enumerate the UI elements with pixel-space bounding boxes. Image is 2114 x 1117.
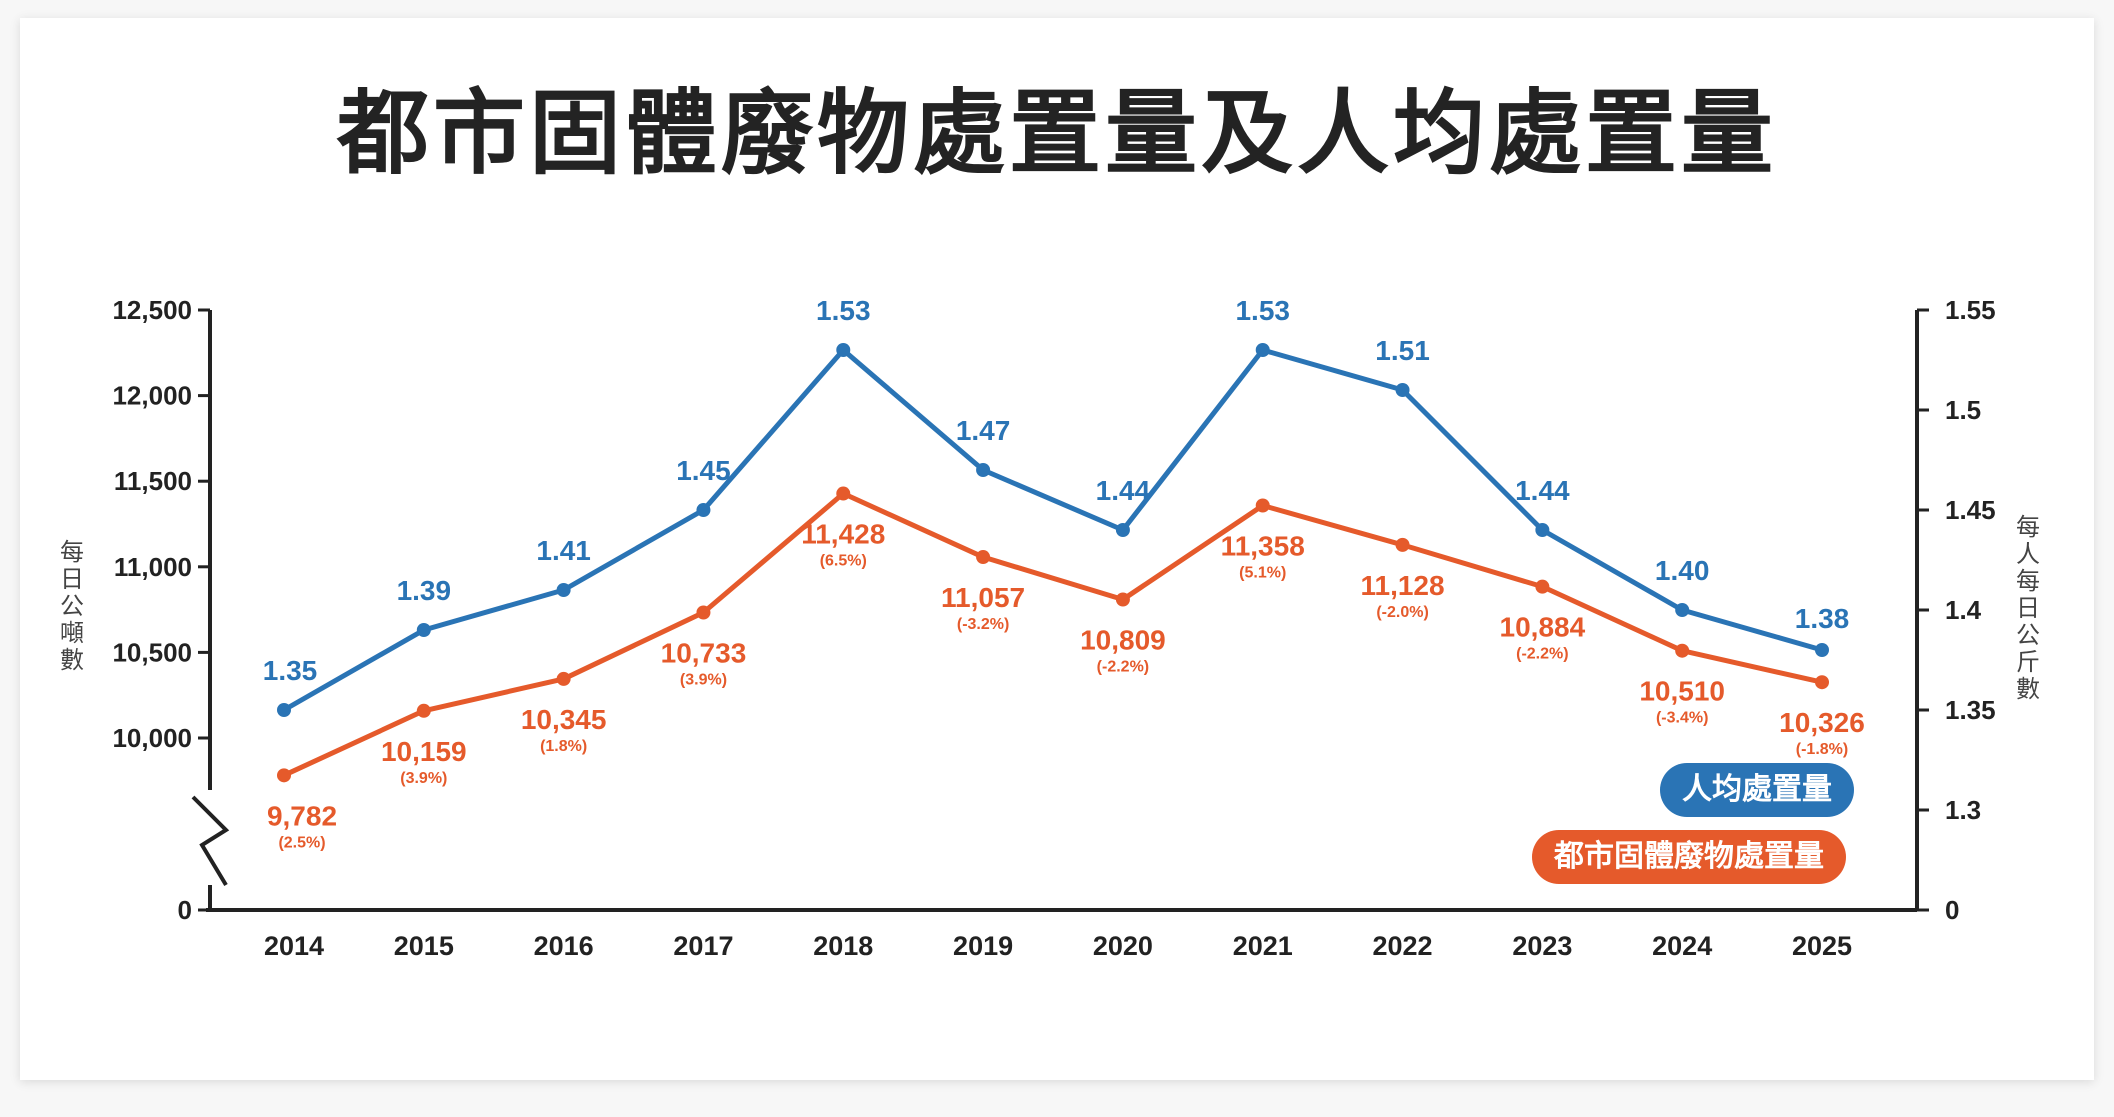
per-capita-point (1675, 603, 1690, 617)
right-tick-label: 1.4 (1945, 595, 1982, 625)
total-disposal-data-label: 10,345 (521, 704, 607, 735)
x-tick-label: 2015 (394, 931, 454, 961)
legend-total-disposal: 都市固體廢物處置量 (1532, 830, 1846, 884)
per-capita-point (836, 343, 851, 357)
total-disposal-point (836, 486, 851, 501)
left-tick-label: 12,500 (112, 295, 192, 325)
total-disposal-data-label: 11,358 (1221, 531, 1305, 562)
total-disposal-change-label: (1.8%) (540, 738, 587, 755)
right-tick-label: 1.3 (1945, 795, 1981, 825)
total-disposal-change-label: (-3.2%) (957, 616, 1009, 633)
total-disposal-change-label: (3.9%) (680, 672, 727, 689)
left-tick-label: 0 (178, 895, 192, 925)
total-disposal-point (976, 550, 991, 565)
x-tick-label: 2016 (534, 931, 594, 961)
total-disposal-point (696, 605, 711, 620)
total-disposal-change-label: (5.1%) (1239, 565, 1286, 582)
right-tick-label: 0 (1945, 895, 1959, 925)
total-disposal-data-label: 10,326 (1779, 707, 1865, 738)
x-tick-label: 2017 (673, 931, 733, 961)
per-capita-data-label: 1.38 (1795, 603, 1850, 634)
total-disposal-data-label: 11,428 (801, 519, 885, 550)
total-disposal-change-label: (3.9%) (400, 770, 447, 787)
per-capita-data-label: 1.53 (1235, 295, 1290, 326)
per-capita-data-label: 1.44 (1096, 475, 1151, 506)
left-tick-label: 10,000 (112, 723, 192, 753)
x-tick-label: 2025 (1792, 931, 1852, 961)
per-capita-data-label: 1.45 (676, 455, 731, 486)
total-disposal-point (1815, 675, 1829, 690)
left-tick-label: 11,500 (114, 466, 192, 496)
total-disposal-data-label: 9,782 (267, 800, 337, 831)
x-tick-label: 2020 (1093, 931, 1153, 961)
per-capita-point (416, 623, 431, 637)
right-tick-label: 1.35 (1945, 695, 1996, 725)
y-right-axis-label: 每人每日公斤數 (2016, 513, 2040, 703)
left-tick-label: 10,500 (112, 637, 192, 667)
per-capita-point (1815, 643, 1829, 657)
per-capita-data-label: 1.35 (263, 655, 318, 686)
per-capita-point (277, 703, 291, 717)
x-tick-label: 2023 (1512, 931, 1572, 961)
total-disposal-line (282, 491, 1823, 778)
per-capita-line (282, 347, 1823, 713)
right-tick-label: 1.55 (1945, 295, 1996, 325)
total-disposal-point (1255, 498, 1270, 513)
total-disposal-change-label: (-2.2%) (1516, 646, 1568, 663)
x-tick-label: 2019 (953, 931, 1013, 961)
total-disposal-data-label: 10,510 (1639, 676, 1725, 707)
total-disposal-data-label: 11,128 (1360, 570, 1444, 601)
total-disposal-data-label: 11,057 (941, 582, 1025, 613)
total-disposal-point (416, 703, 431, 718)
x-tick-label: 2021 (1233, 931, 1293, 961)
per-capita-data-label: 1.39 (397, 575, 452, 606)
total-disposal-point (556, 671, 571, 686)
total-disposal-point (1535, 579, 1550, 594)
x-tick-label: 2022 (1373, 931, 1433, 961)
per-capita-data-label: 1.41 (536, 535, 591, 566)
total-disposal-point (1675, 643, 1690, 658)
total-disposal-change-label: (6.5%) (820, 553, 867, 570)
total-disposal-change-label: (-2.2%) (1097, 658, 1149, 675)
per-capita-data-label: 1.40 (1655, 555, 1710, 586)
right-tick-label: 1.5 (1945, 395, 1981, 425)
per-capita-data-label: 1.44 (1515, 475, 1570, 506)
axis-break-icon (191, 795, 230, 887)
total-disposal-data-label: 10,884 (1500, 612, 1586, 643)
total-disposal-point (1115, 592, 1130, 607)
x-tick-label: 2014 (264, 931, 324, 961)
total-disposal-data-label: 10,733 (661, 638, 747, 669)
per-capita-point (1115, 523, 1130, 537)
chart-card (20, 18, 2094, 1080)
per-capita-point (556, 583, 571, 597)
legend-per-capita: 人均處置量 (1660, 763, 1854, 817)
y-left-axis-label: 每日公噸數 (60, 538, 84, 674)
left-tick-label: 12,000 (112, 381, 192, 411)
total-disposal-data-label: 10,809 (1080, 624, 1166, 655)
total-disposal-point (277, 768, 291, 783)
x-tick-label: 2024 (1652, 931, 1712, 961)
per-capita-point (1535, 523, 1550, 537)
x-tick-label: 2018 (813, 931, 873, 961)
total-disposal-change-label: (-2.0%) (1376, 604, 1428, 621)
left-tick-label: 11,000 (114, 552, 192, 582)
total-disposal-data-label: 10,159 (381, 736, 467, 767)
right-tick-label: 1.45 (1945, 495, 1996, 525)
chart-title: 都市固體廢物處置量及人均處置量 (336, 80, 1777, 187)
total-disposal-change-label: (2.5%) (278, 834, 325, 851)
total-disposal-point (1395, 537, 1410, 552)
per-capita-point (1395, 383, 1410, 397)
total-disposal-change-label: (-3.4%) (1656, 710, 1708, 727)
per-capita-point (1255, 343, 1270, 357)
per-capita-data-label: 1.53 (816, 295, 871, 326)
per-capita-data-label: 1.51 (1375, 335, 1430, 366)
per-capita-point (696, 503, 711, 517)
total-disposal-change-label: (-1.8%) (1796, 741, 1848, 758)
per-capita-point (976, 463, 991, 477)
per-capita-data-label: 1.47 (956, 415, 1011, 446)
